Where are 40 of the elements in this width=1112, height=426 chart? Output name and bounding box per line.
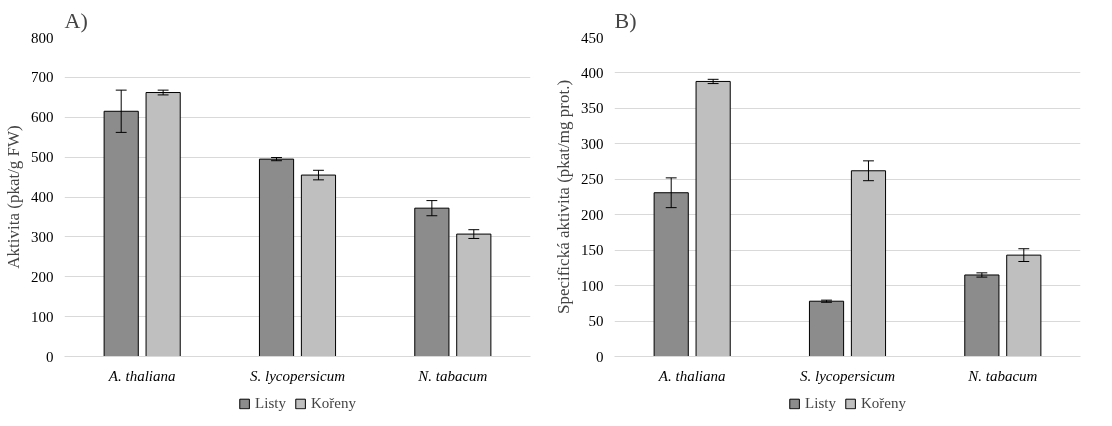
y-tick-label: 700 [31, 69, 54, 86]
y-axis-title: Aktivita (pkat/g FW) [4, 125, 23, 269]
x-tick-label: N. tabacum [967, 367, 1038, 384]
bar [808, 300, 845, 357]
chart-title: B) [614, 7, 637, 33]
bar [695, 80, 731, 357]
y-tick-label: 500 [31, 149, 54, 166]
y-tick-label: 400 [581, 64, 604, 81]
y-tick-label: 800 [31, 29, 54, 46]
x-tick-label: A. thaliana [657, 367, 726, 384]
y-tick-label: 200 [31, 268, 54, 285]
legend-label: Kořeny [310, 394, 356, 412]
chart-title: A) [64, 7, 88, 33]
x-tick-label: A. thaliana [107, 367, 176, 384]
y-tick-label: 450 [581, 29, 604, 46]
y-tick-label: 100 [31, 308, 54, 325]
y-tick-label: 350 [581, 100, 604, 117]
bar [964, 274, 1000, 357]
y-tick-label: 0 [46, 348, 54, 365]
legend-label: Listy [255, 394, 286, 412]
y-tick-label: 250 [581, 171, 604, 188]
y-tick-label: 0 [596, 348, 604, 365]
legend-label: Listy [805, 394, 836, 412]
x-tick-label: N. tabacum [417, 367, 488, 384]
bar [145, 92, 181, 357]
x-tick-label: S. lycopersicum [250, 367, 346, 384]
bar [258, 158, 295, 357]
y-tick-label: 150 [581, 242, 604, 259]
y-tick-label: 100 [581, 277, 604, 294]
bar [300, 174, 337, 357]
y-tick-label: 300 [31, 228, 54, 245]
x-tick-label: S. lycopersicum [800, 367, 896, 384]
y-tick-label: 300 [581, 135, 604, 152]
y-tick-label: 200 [581, 206, 604, 223]
legend-label: Kořeny [860, 394, 906, 412]
y-tick-label: 400 [31, 189, 54, 205]
bar [456, 233, 492, 357]
y-tick-label: 600 [31, 109, 54, 126]
y-tick-label: 50 [588, 313, 604, 330]
y-axis-title: Specifická aktivita (pkat/mg prot.) [554, 79, 573, 315]
